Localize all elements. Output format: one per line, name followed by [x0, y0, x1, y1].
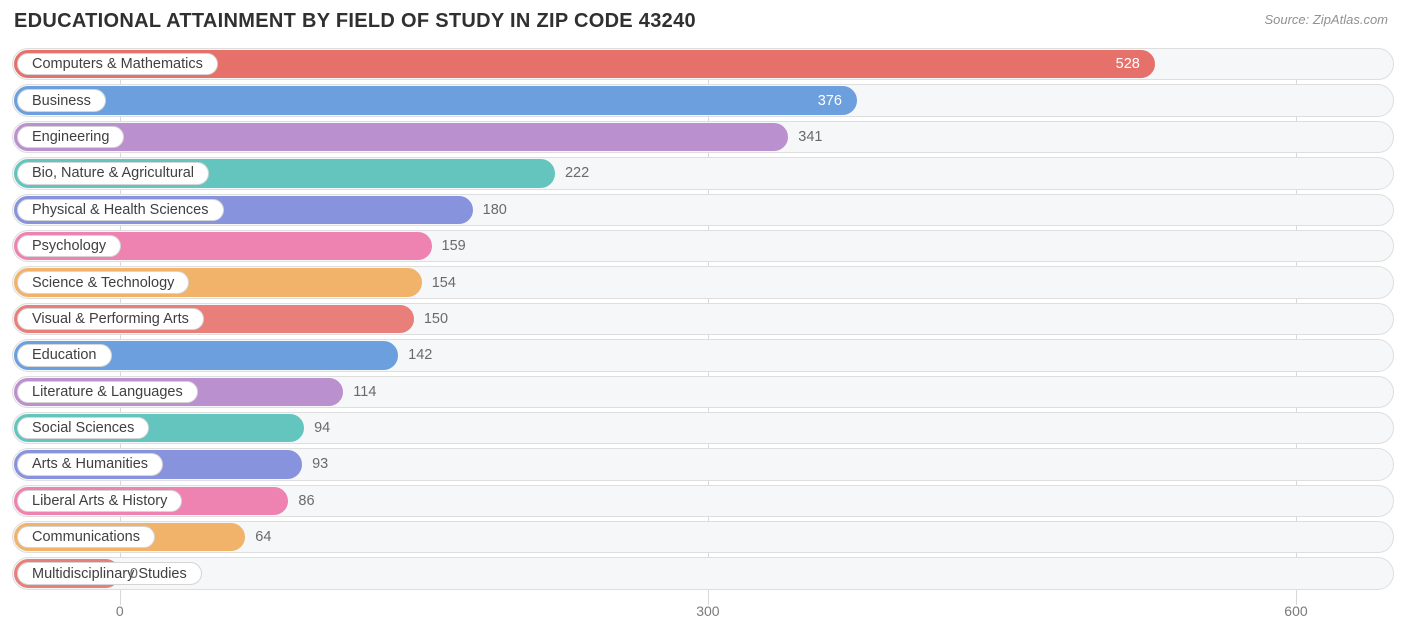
x-tick-label: 300 [696, 603, 719, 619]
bar-value: 376 [818, 93, 842, 109]
bar-track [12, 557, 1394, 589]
bar-label: Communications [17, 526, 155, 548]
bar-value: 0 [120, 557, 138, 589]
source-attribution: Source: ZipAtlas.com [1264, 12, 1388, 27]
bar-fill: 376 [14, 86, 857, 114]
bar-row: Social Sciences 94 [12, 412, 1394, 444]
bar-row: Psychology 159 [12, 230, 1394, 262]
bar-label: Liberal Arts & History [17, 490, 182, 512]
bar-value: 180 [473, 194, 507, 226]
bar-label: Engineering [17, 126, 124, 148]
bar-value: 64 [245, 521, 271, 553]
bar-label: Computers & Mathematics [17, 53, 218, 75]
chart-area: 528 Computers & Mathematics 376 Business Eng… [12, 48, 1394, 599]
bar-label: Bio, Nature & Agricultural [17, 162, 209, 184]
bar-label: Education [17, 344, 112, 366]
bar-value: 154 [422, 266, 456, 298]
bar-value: 159 [432, 230, 466, 262]
bar-value: 528 [1116, 56, 1140, 72]
bar-row: Literature & Languages 114 [12, 376, 1394, 408]
bar-row: 528 Computers & Mathematics [12, 48, 1394, 80]
bar-value: 222 [555, 157, 589, 189]
bar-row: Liberal Arts & History 86 [12, 485, 1394, 517]
bar-label: Business [17, 89, 106, 111]
bar-value: 86 [288, 485, 314, 517]
bar-value: 341 [788, 121, 822, 153]
bar-label: Visual & Performing Arts [17, 308, 204, 330]
bar-row: Science & Technology 154 [12, 266, 1394, 298]
bar-row: Communications 64 [12, 521, 1394, 553]
bar-value: 142 [398, 339, 432, 371]
bar-label: Science & Technology [17, 271, 189, 293]
bar-row: Physical & Health Sciences 180 [12, 194, 1394, 226]
chart-title: EDUCATIONAL ATTAINMENT BY FIELD OF STUDY… [14, 10, 696, 33]
bar-label: Literature & Languages [17, 381, 198, 403]
plot-region: 528 Computers & Mathematics 376 Business Eng… [12, 48, 1394, 599]
bar-value: 150 [414, 303, 448, 335]
bar-fill [14, 123, 788, 151]
bar-value: 93 [302, 448, 328, 480]
x-axis: 0 300 600 [12, 603, 1394, 623]
bar-label: Multidisciplinary Studies [17, 562, 202, 584]
bar-row: Multidisciplinary Studies0 [12, 557, 1394, 589]
x-tick-label: 600 [1284, 603, 1307, 619]
bar-row: 376 Business [12, 84, 1394, 116]
bar-label: Social Sciences [17, 417, 149, 439]
bar-row: Engineering 341 [12, 121, 1394, 153]
bar-row: Visual & Performing Arts 150 [12, 303, 1394, 335]
x-tick-label: 0 [116, 603, 124, 619]
bar-label: Arts & Humanities [17, 453, 163, 475]
bar-value: 114 [343, 376, 376, 408]
bar-label: Physical & Health Sciences [17, 199, 224, 221]
bar-label: Psychology [17, 235, 121, 257]
bar-value: 94 [304, 412, 330, 444]
bar-row: Bio, Nature & Agricultural 222 [12, 157, 1394, 189]
bar-row: Education 142 [12, 339, 1394, 371]
bar-row: Arts & Humanities 93 [12, 448, 1394, 480]
